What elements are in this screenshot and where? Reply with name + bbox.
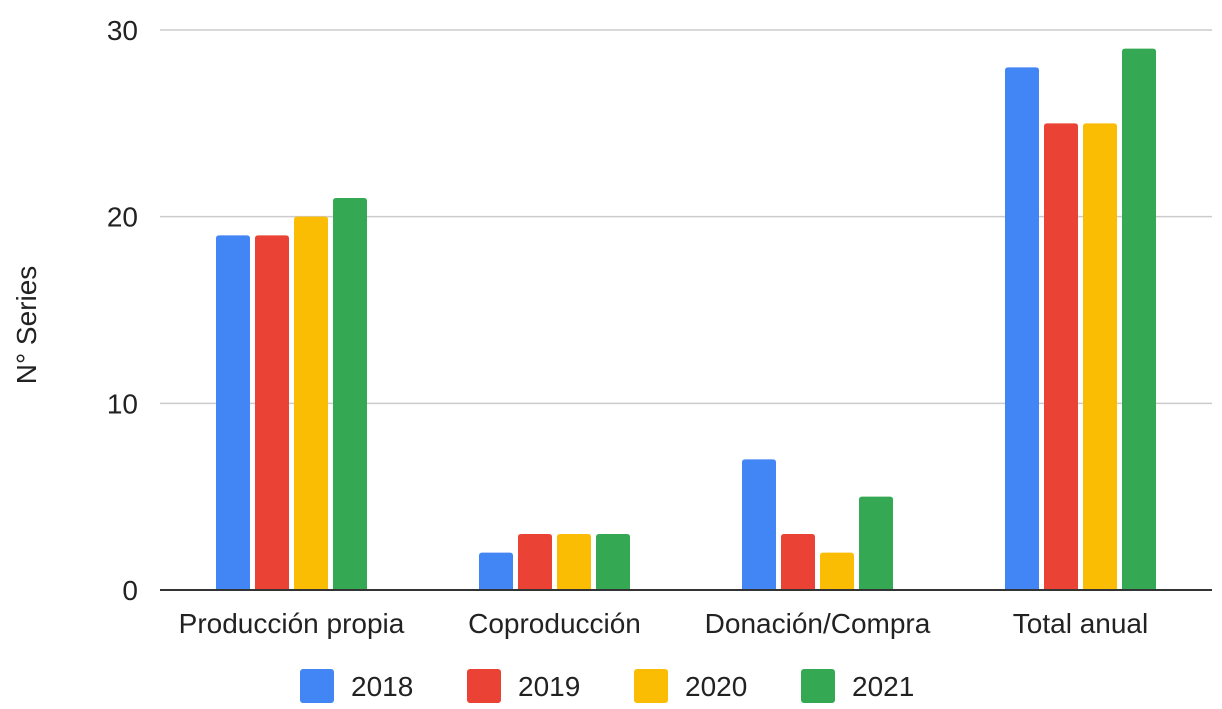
bar-2018-2 xyxy=(742,459,776,590)
bar-2020-2 xyxy=(820,552,854,590)
legend-swatch-2019 xyxy=(467,669,501,703)
bar-2019-3 xyxy=(1044,123,1078,590)
legend-swatch-2020 xyxy=(634,669,668,703)
bar-2020-1 xyxy=(557,534,591,590)
x-tick-label: Total anual xyxy=(1013,608,1148,639)
legend-swatch-2021 xyxy=(801,669,835,703)
bars xyxy=(216,48,1156,591)
bar-2019-2 xyxy=(781,534,815,590)
legend: 2018 2019 2020 2021 xyxy=(300,669,914,703)
bar-2021-1 xyxy=(596,534,630,590)
legend-label: 2018 xyxy=(351,671,413,702)
y-tick-label: 20 xyxy=(107,202,138,233)
x-tick-label: Donación/Compra xyxy=(705,608,931,639)
y-axis-title: N° Series xyxy=(11,266,42,385)
legend-label: 2020 xyxy=(685,671,747,702)
bar-2018-3 xyxy=(1005,67,1039,591)
bar-2020-0 xyxy=(294,216,328,590)
legend-label: 2019 xyxy=(518,671,580,702)
bar-2019-1 xyxy=(518,534,552,590)
y-tick-label: 10 xyxy=(107,388,138,419)
x-tick-labels: Producción propia Coproducción Donación/Co… xyxy=(179,608,1149,639)
bar-2020-3 xyxy=(1083,123,1117,590)
y-tick-labels: 0 10 20 30 xyxy=(107,15,138,606)
y-tick-label: 0 xyxy=(122,575,138,606)
y-tick-label: 30 xyxy=(107,15,138,46)
bar-2021-3 xyxy=(1122,48,1156,590)
legend-swatch-2018 xyxy=(300,669,334,703)
bar-2019-0 xyxy=(255,235,289,591)
bar-2021-2 xyxy=(859,496,893,590)
bar-2018-1 xyxy=(479,552,513,590)
x-tick-label: Coproducción xyxy=(468,608,641,639)
bar-2018-0 xyxy=(216,235,250,591)
legend-label: 2021 xyxy=(852,671,914,702)
bar-2021-0 xyxy=(333,198,367,590)
x-tick-label: Producción propia xyxy=(179,608,405,639)
